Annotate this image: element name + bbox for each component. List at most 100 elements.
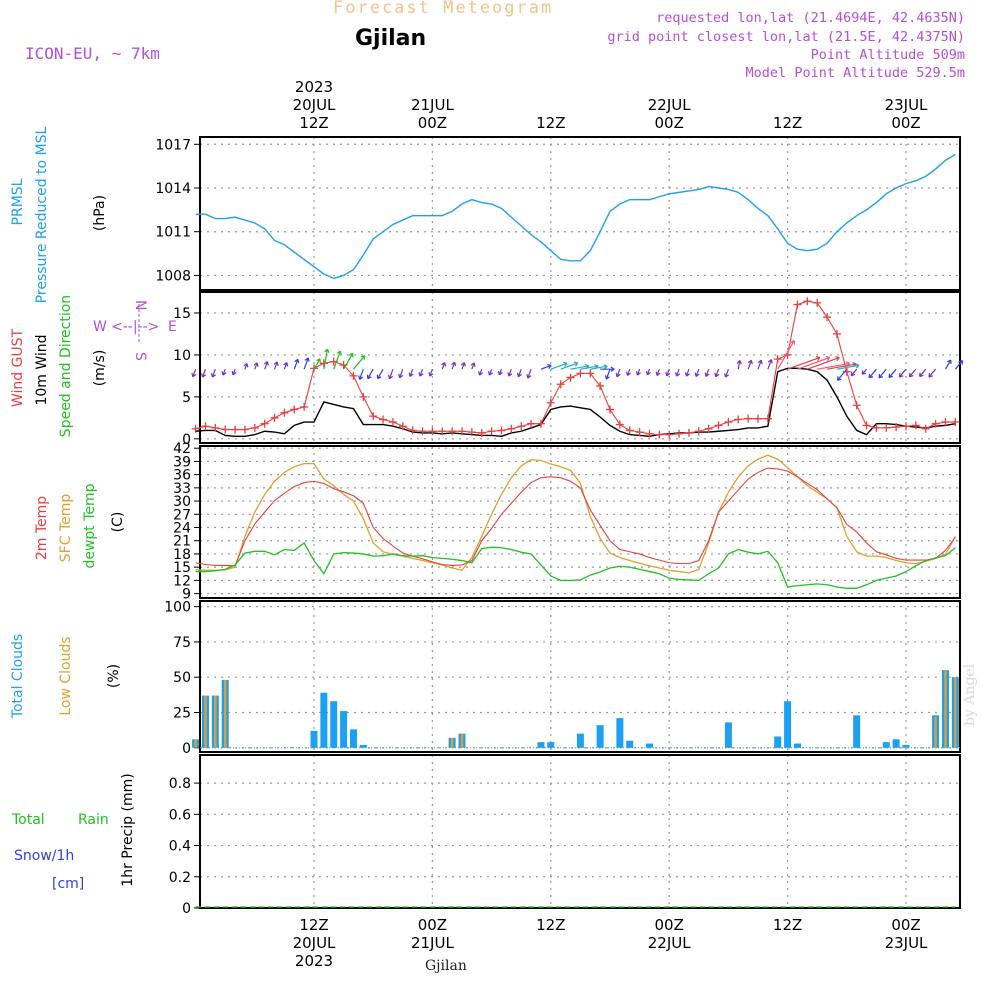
y-tick-label: 100 [164,600,191,616]
bottom-hour-label: 00Z [418,916,447,934]
wind-direction-arrow [560,361,579,370]
low-clouds-label: Low Clouds [58,636,74,715]
y-tick-label: 1011 [155,225,191,241]
gust-marker [191,424,200,433]
gust-marker [941,418,950,427]
wind-direction-arrow [604,368,611,380]
wind-direction-arrow [441,362,447,370]
wind-direction-arrow [861,368,867,375]
total-cloud-bar [340,711,348,748]
low-cloud-bar [934,716,937,748]
wind-direction-arrow [478,368,484,376]
gust-marker [665,430,674,439]
gust-marker [773,355,782,364]
bottom-hour-label: 12Z [299,916,328,934]
wind-direction-arrow [201,368,207,378]
wind-gust-label: Wind GUST [10,328,26,407]
gust-marker [625,426,634,435]
model-altitude: Model Point Altitude 529.5m [745,65,965,81]
temp-dewpt-label: dewpt Temp [82,483,98,568]
gust-marker [438,427,447,436]
gust-marker [615,420,624,429]
location-name: Gjilan [355,26,427,51]
panel-pressure [194,136,961,291]
y-tick-label: 0.4 [169,839,191,855]
gust-marker [428,427,437,436]
bottom-hour-label: 00Z [655,916,684,934]
gust-marker [270,413,279,422]
panel-precip [194,754,961,909]
wind-direction-arrow [615,368,621,378]
gust-marker [576,369,585,378]
wind-direction-arrow [704,368,710,377]
wind-direction-arrow [767,359,773,370]
gust-marker [467,428,476,437]
wind-direction-arrow [540,363,552,370]
y-tick-label: 50 [173,670,191,686]
y-tick-label: 24 [173,521,191,537]
panel-frame [199,600,961,753]
wind-direction-arrow [293,358,300,370]
pressure-label-prmsl: PRMSL [10,178,26,225]
gust-marker [606,405,614,414]
top-date-label: 21JUL [411,96,454,114]
top-date-label: 22JUL [648,96,691,114]
total-cloud-bar [882,742,890,748]
wind-direction-arrow [757,359,763,370]
top-hour-label: 00Z [655,114,684,132]
wind-direction-arrow [507,368,513,377]
gust-marker [882,423,891,432]
y-tick-label: 42 [173,441,191,457]
pressure-line [195,153,956,280]
gust-marker [379,415,388,424]
wind-10m-label: 10m Wind [34,334,50,405]
y-tick-label: 27 [173,507,191,523]
total-cloud-bar [793,743,801,748]
top-hour-label: 12Z [773,114,802,132]
total-clouds-label: Total Clouds [10,634,26,719]
clouds-unit-label: (%) [106,664,122,688]
pressure-unit-label: (hPa) [92,195,108,231]
wind-direction-arrow [807,356,840,370]
total-cloud-bar [596,725,604,748]
dewpt-temp-line [195,541,956,589]
total-cloud-bar [892,739,900,748]
gust-marker [408,426,417,435]
total-cloud-bar [784,701,792,748]
wind-direction-arrow [253,362,259,370]
gust-marker [763,414,772,423]
y-tick-label: 0.8 [169,776,191,792]
y-tick-label: 12 [173,573,191,589]
wind-direction-arrow [908,368,917,378]
gust-marker [388,418,397,427]
gust-marker [892,423,901,432]
wind-direction-arrow [418,368,424,377]
temp-sfc-label: SFC Temp [58,494,74,563]
y-tick-label: 10 [173,348,191,364]
wind-direction-arrow [283,362,289,370]
y-tick-label: 0 [182,741,191,757]
wind-direction-arrow [323,348,330,370]
wind-direction-arrow [736,360,742,370]
gust-marker [448,427,457,436]
gust-marker [902,422,910,431]
gust-marker [280,408,289,417]
panel-frame [199,445,961,599]
gust-marker [221,425,230,434]
wind-direction-arrow [398,368,404,379]
gust-marker [211,423,220,432]
gust-marker [517,422,526,431]
wind-direction-arrow [526,368,532,379]
temp-2m-line [195,467,956,567]
gust-marker [684,428,693,437]
gust-marker [734,415,743,424]
wind-direction-arrow [497,368,503,376]
panel-frame [199,291,961,444]
wind-direction-arrow [451,361,457,370]
low-cloud-bar [944,670,947,748]
total-cloud-bar [576,733,584,748]
y-tick-label: 1014 [155,181,191,197]
wind-dir-label: Speed and Direction [58,295,74,437]
top-year-label: 2023 [295,78,333,96]
